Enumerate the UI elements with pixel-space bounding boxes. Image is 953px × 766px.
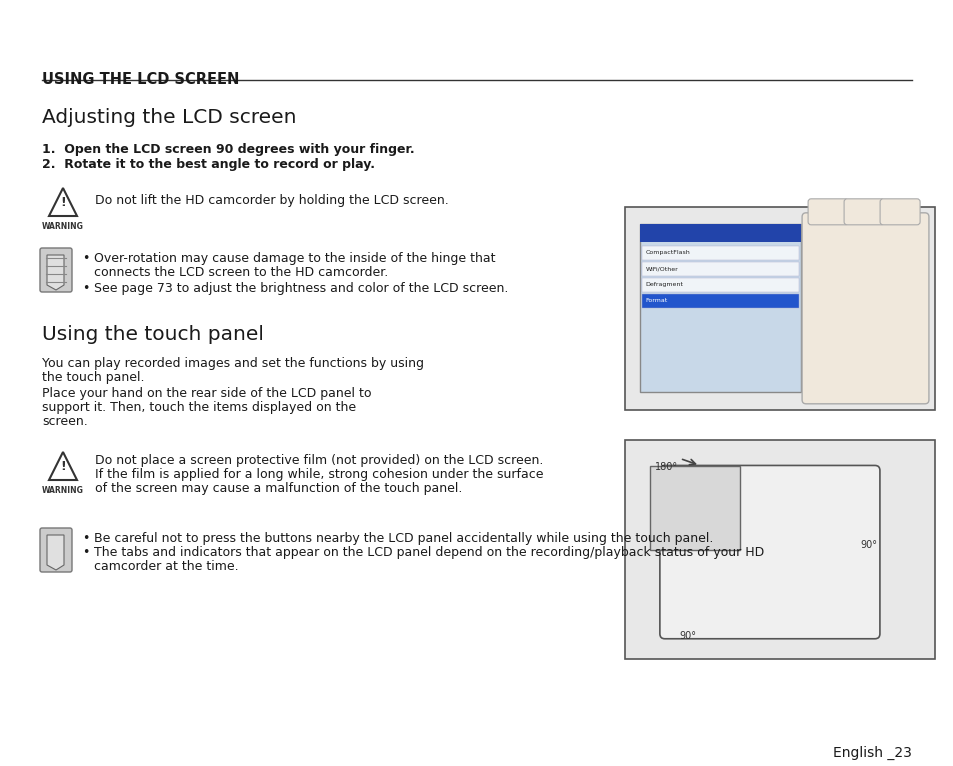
FancyBboxPatch shape bbox=[843, 199, 883, 224]
Text: Format: Format bbox=[645, 298, 667, 303]
Text: 90°: 90° bbox=[859, 540, 876, 550]
FancyBboxPatch shape bbox=[659, 466, 879, 639]
Text: camcorder at the time.: camcorder at the time. bbox=[94, 560, 238, 573]
Text: •: • bbox=[82, 282, 90, 295]
Polygon shape bbox=[47, 255, 64, 290]
Text: •: • bbox=[82, 532, 90, 545]
FancyBboxPatch shape bbox=[641, 262, 799, 276]
Text: connects the LCD screen to the HD camcorder.: connects the LCD screen to the HD camcor… bbox=[94, 266, 388, 279]
Text: See page 73 to adjust the brightness and color of the LCD screen.: See page 73 to adjust the brightness and… bbox=[94, 282, 508, 295]
FancyBboxPatch shape bbox=[639, 224, 801, 392]
FancyBboxPatch shape bbox=[649, 466, 740, 550]
Text: CompactFlash: CompactFlash bbox=[645, 250, 690, 255]
Text: 180°: 180° bbox=[654, 463, 678, 473]
FancyBboxPatch shape bbox=[801, 213, 928, 404]
Text: English _23: English _23 bbox=[832, 746, 911, 760]
Text: Do not lift the HD camcorder by holding the LCD screen.: Do not lift the HD camcorder by holding … bbox=[95, 194, 448, 207]
Text: If the film is applied for a long while, strong cohesion under the surface: If the film is applied for a long while,… bbox=[95, 468, 543, 481]
FancyBboxPatch shape bbox=[641, 294, 799, 308]
Text: 90°: 90° bbox=[679, 630, 696, 641]
Text: WARNING: WARNING bbox=[42, 222, 84, 231]
FancyBboxPatch shape bbox=[807, 199, 847, 224]
FancyBboxPatch shape bbox=[40, 528, 71, 572]
Text: Using the touch panel: Using the touch panel bbox=[42, 325, 264, 344]
Text: Do not place a screen protective film (not provided) on the LCD screen.: Do not place a screen protective film (n… bbox=[95, 454, 543, 467]
Text: •: • bbox=[82, 252, 90, 265]
FancyBboxPatch shape bbox=[624, 207, 934, 410]
Text: !: ! bbox=[60, 195, 66, 208]
Text: Be careful not to press the buttons nearby the LCD panel accidentally while usin: Be careful not to press the buttons near… bbox=[94, 532, 713, 545]
Text: 1.  Open the LCD screen 90 degrees with your finger.: 1. Open the LCD screen 90 degrees with y… bbox=[42, 143, 415, 156]
Text: Defragment: Defragment bbox=[645, 283, 683, 287]
Text: 2.  Rotate it to the best angle to record or play.: 2. Rotate it to the best angle to record… bbox=[42, 158, 375, 171]
Text: screen.: screen. bbox=[42, 415, 88, 428]
Text: Adjusting the LCD screen: Adjusting the LCD screen bbox=[42, 108, 296, 127]
Polygon shape bbox=[47, 535, 64, 570]
Text: USING THE LCD SCREEN: USING THE LCD SCREEN bbox=[42, 72, 239, 87]
Text: WARNING: WARNING bbox=[42, 486, 84, 495]
Text: the touch panel.: the touch panel. bbox=[42, 371, 144, 384]
FancyBboxPatch shape bbox=[624, 440, 934, 659]
Text: of the screen may cause a malfunction of the touch panel.: of the screen may cause a malfunction of… bbox=[95, 482, 462, 495]
Text: Place your hand on the rear side of the LCD panel to: Place your hand on the rear side of the … bbox=[42, 387, 371, 400]
Text: !: ! bbox=[60, 460, 66, 473]
Text: Over-rotation may cause damage to the inside of the hinge that: Over-rotation may cause damage to the in… bbox=[94, 252, 495, 265]
Text: •: • bbox=[82, 546, 90, 559]
FancyBboxPatch shape bbox=[880, 199, 919, 224]
FancyBboxPatch shape bbox=[641, 246, 799, 260]
Text: WiFi/Other: WiFi/Other bbox=[645, 267, 678, 271]
FancyBboxPatch shape bbox=[40, 248, 71, 292]
Text: You can play recorded images and set the functions by using: You can play recorded images and set the… bbox=[42, 357, 423, 370]
Text: The tabs and indicators that appear on the LCD panel depend on the recording/pla: The tabs and indicators that appear on t… bbox=[94, 546, 763, 559]
Text: support it. Then, touch the items displayed on the: support it. Then, touch the items displa… bbox=[42, 401, 355, 414]
FancyBboxPatch shape bbox=[639, 224, 801, 242]
FancyBboxPatch shape bbox=[641, 278, 799, 292]
